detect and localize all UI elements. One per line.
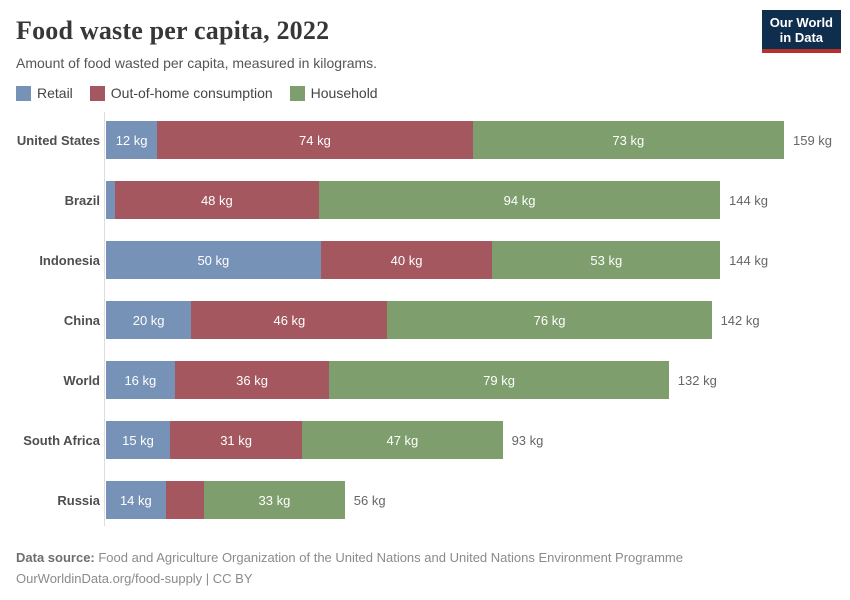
bar-segment-out-of-home-consumption[interactable]: 36 kg [174,361,330,399]
bar-segment-household[interactable]: 94 kg [319,181,720,219]
y-axis-line [104,112,105,526]
footer-source: Data source: Food and Agriculture Organi… [16,547,834,568]
entity-label[interactable]: Brazil [64,192,100,208]
stacked-bar: 16 kg 36 kg 79 kg [106,361,669,399]
bar-segment-out-of-home-consumption[interactable]: 46 kg [191,301,388,339]
bar-segment-retail[interactable]: 12 kg [106,121,158,159]
bar-segment-household[interactable]: 33 kg [204,481,345,519]
stacked-bar: 50 kg 40 kg 53 kg [106,241,721,279]
bar-row: China 20 kg 46 kg 76 kg 142 kg [0,290,850,350]
entity-label[interactable]: World [63,372,100,388]
chart-subtitle: Amount of food wasted per capita, measur… [16,55,378,71]
total-value-label: 142 kg [720,312,760,328]
bar-row: Russia 14 kg 33 kg 56 kg [0,470,850,530]
bar-segment-household[interactable]: 73 kg [472,121,784,159]
total-value-label: 56 kg [353,492,386,508]
bar-segment-household[interactable]: 76 kg [387,301,712,339]
bar-segment-out-of-home-consumption[interactable]: 31 kg [170,421,303,459]
entity-label[interactable]: United States [16,132,100,148]
bar-segment-out-of-home-consumption[interactable]: 40 kg [320,241,493,279]
bar-segment-retail[interactable]: 16 kg [106,361,175,399]
total-value-label: 93 kg [511,432,544,448]
stacked-bar: 20 kg 46 kg 76 kg [106,301,712,339]
stacked-bar: 12 kg 74 kg 73 kg [106,121,784,159]
footer-source-text: Food and Agriculture Organization of the… [94,550,683,565]
stacked-bar: 48 kg 94 kg [106,181,720,219]
bar-segment-retail[interactable]: 20 kg [106,301,192,339]
bar-segment-household[interactable]: 53 kg [492,241,721,279]
bar-row: Indonesia 50 kg 40 kg 53 kg 144 kg [0,230,850,290]
bar-segment-household[interactable]: 79 kg [329,361,669,399]
owid-logo-line1: Our World [769,15,833,30]
bar-row: United States 12 kg 74 kg 73 kg 159 kg [0,110,850,170]
legend-label: Out-of-home consumption [110,85,273,101]
chart-area: United States 12 kg 74 kg 73 kg 159 kg Brazil… [0,110,850,530]
bar-row: World 16 kg 36 kg 79 kg 132 kg [0,350,850,410]
total-value-label: 132 kg [677,372,717,388]
legend-swatch-icon [289,85,305,101]
legend-item-0[interactable]: Retail [16,85,73,101]
bar-segment-out-of-home-consumption[interactable]: 48 kg [114,181,320,219]
bar-segment-retail[interactable] [106,181,115,219]
footer: Data source: Food and Agriculture Organi… [16,547,834,589]
chart-title: Food waste per capita, 2022 [16,16,330,45]
footer-attribution[interactable]: OurWorldinData.org/food-supply | CC BY [16,571,253,586]
bar-segment-retail[interactable]: 14 kg [106,481,166,519]
legend-label: Household [310,85,378,101]
bar-segment-retail[interactable]: 15 kg [106,421,170,459]
legend: Retail Out-of-home consumption Household [16,85,834,101]
bar-segment-household[interactable]: 47 kg [302,421,503,459]
bar-row: Brazil 48 kg 94 kg 144 kg [0,170,850,230]
entity-label[interactable]: Indonesia [39,252,100,268]
legend-label: Retail [37,85,73,101]
bar-segment-retail[interactable]: 50 kg [106,241,321,279]
entity-label[interactable]: China [63,312,100,328]
entity-label[interactable]: Russia [57,492,100,508]
owid-logo[interactable]: Our World in Data [761,10,841,53]
total-value-label: 159 kg [792,132,833,148]
bar-row: South Africa 15 kg 31 kg 47 kg 93 kg [0,410,850,470]
total-value-label: 144 kg [728,192,769,208]
legend-swatch-icon [89,85,105,101]
stacked-bar: 15 kg 31 kg 47 kg [106,421,503,459]
legend-item-2[interactable]: Household [289,85,378,101]
owid-logo-line2: in Data [779,30,824,45]
stacked-bar: 14 kg 33 kg [106,481,345,519]
footer-source-label: Data source: [16,550,95,565]
bar-segment-out-of-home-consumption[interactable] [165,481,205,519]
total-value-label: 144 kg [729,252,769,268]
legend-item-1[interactable]: Out-of-home consumption [89,85,273,101]
entity-label[interactable]: South Africa [23,432,100,448]
bar-segment-out-of-home-consumption[interactable]: 74 kg [157,121,473,159]
legend-swatch-icon [16,85,31,101]
